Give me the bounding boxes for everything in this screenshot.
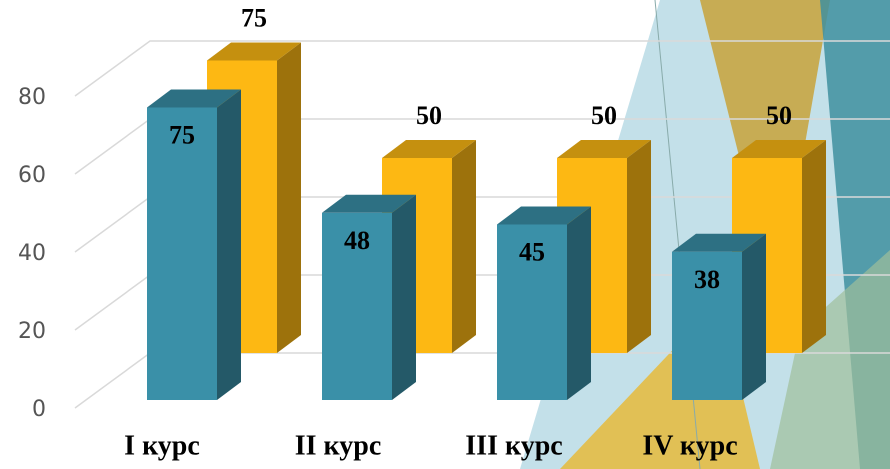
x-tick-label: III курс	[465, 430, 562, 461]
bar	[147, 89, 241, 400]
value-label: 50	[766, 101, 792, 130]
y-tick-label: 0	[32, 397, 46, 422]
x-tick-label: IV курс	[642, 430, 737, 461]
value-label: 75	[169, 120, 195, 149]
bar	[732, 140, 826, 353]
bar-side	[742, 233, 766, 400]
x-tick-label: I курс	[124, 430, 200, 461]
y-tick-label: 20	[18, 319, 46, 344]
bar-top	[732, 140, 826, 158]
bar-top	[672, 233, 766, 252]
bar-top	[207, 42, 301, 61]
bar-side	[217, 89, 241, 400]
value-label: 50	[591, 101, 617, 130]
bar-top	[147, 89, 241, 108]
bar-top	[322, 194, 416, 213]
bars: 75 50 50 50 75 48 45 38 I курс II курс III курс IV …	[124, 3, 826, 461]
bar	[322, 194, 416, 400]
bar-side	[567, 206, 591, 400]
bar-top	[382, 140, 476, 158]
bar	[497, 206, 591, 400]
y-tick-label: 80	[18, 85, 46, 110]
bar	[672, 233, 766, 400]
value-label: 48	[344, 226, 370, 255]
bar-front	[672, 251, 742, 400]
grid-line	[74, 40, 890, 97]
value-label: 38	[694, 265, 720, 294]
y-tick-label: 60	[18, 163, 46, 188]
value-label: 45	[519, 237, 545, 266]
bar-front	[322, 212, 392, 400]
bar-front	[497, 224, 567, 400]
bar-front	[147, 107, 217, 400]
bar-side	[802, 140, 826, 353]
value-label: 75	[241, 3, 267, 32]
value-label: 50	[416, 101, 442, 130]
y-tick-label: 40	[18, 241, 46, 266]
x-tick-label: II курс	[295, 430, 382, 461]
bar-side	[627, 140, 651, 353]
bar-side	[392, 194, 416, 400]
bar-top	[557, 140, 651, 158]
bar-top	[497, 206, 591, 225]
bar-side	[452, 140, 476, 353]
bar-side	[277, 42, 301, 353]
